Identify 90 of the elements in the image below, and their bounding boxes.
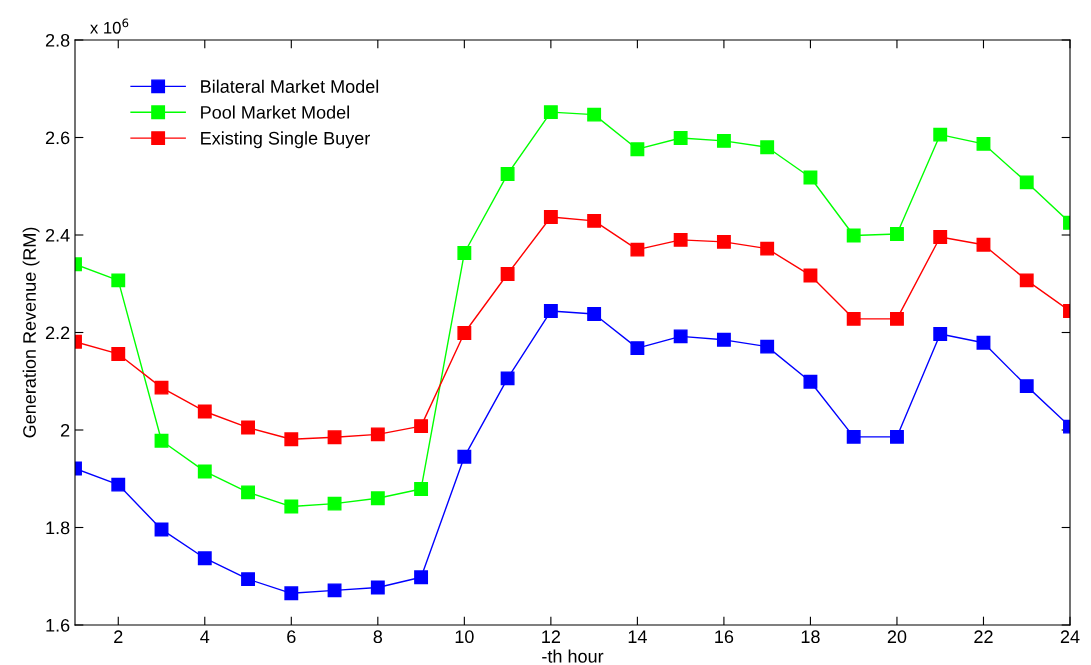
y-tick-label: 2 [61,423,70,437]
point [803,374,818,389]
point [457,246,472,260]
x-tick-label: 6 [287,630,296,644]
point [890,311,904,326]
point [716,133,731,148]
point [500,267,515,281]
point [111,273,126,288]
point [890,429,904,444]
point [1019,175,1034,190]
point [587,307,602,321]
point [890,227,904,241]
point [370,427,385,442]
point [327,583,342,598]
point [587,107,602,122]
point [716,332,731,347]
point [111,347,126,361]
point [976,335,991,350]
point [760,140,775,155]
point [370,580,385,595]
point [457,449,472,464]
point [933,230,948,244]
point [933,327,948,341]
x-tick-label: 24 [1060,630,1080,643]
point [976,136,991,151]
point [111,477,126,492]
point [284,432,299,447]
point [197,404,212,419]
point [197,464,212,479]
point [241,420,255,435]
x-tick-label: 18 [801,630,820,644]
point [630,341,645,356]
y-tick-label: 1.6 [46,618,70,632]
point [197,551,212,566]
point [933,127,948,142]
point [241,572,255,587]
point [716,234,731,249]
point [846,429,861,444]
y-tick-label: 2.6 [45,131,70,145]
x-tick-label: 10 [455,630,474,644]
legend-label: Existing Single Buyer [201,131,370,149]
y-tick-label: 2.2 [45,326,70,340]
point [370,491,385,506]
point [154,380,169,395]
point [846,228,861,243]
point [284,586,299,601]
x-axis-title: -th hour [542,649,604,663]
point [630,242,645,257]
legend-label: Pool Market Model [201,105,349,119]
point [543,210,558,224]
point [414,570,429,585]
point [500,371,515,386]
point [241,485,255,500]
y-tick-label: 2.4 [45,228,70,242]
x-tick-label: 12 [542,630,561,643]
point [543,304,558,318]
point [976,237,991,252]
point [846,311,861,326]
x-tick-label: 22 [974,630,993,643]
point [587,213,602,228]
point [457,326,472,340]
point [630,142,645,157]
point [327,496,342,511]
point [1019,379,1034,394]
point [803,170,818,185]
point [1019,273,1034,288]
point [327,430,342,445]
point [414,419,429,434]
point [673,131,688,145]
point [500,167,515,182]
point [414,482,429,496]
x-tick-label: 14 [628,630,647,643]
y-tick-label: 2.8 [45,33,70,47]
point [673,232,688,247]
x-tick-label: 2 [114,630,123,643]
y-axis-title: Generation Revenue (RM) [22,227,40,438]
x-tick-label: 8 [373,630,383,644]
text: x 10$^{6}$ [90,18,129,34]
point [284,499,299,514]
x-tick-label: 16 [715,630,734,644]
x-tick-label: 20 [887,630,907,644]
point [760,241,775,256]
legend-label: Bilateral Market Model [201,79,379,93]
y-tick-label: 1.8 [46,521,70,535]
point [543,105,558,120]
point [673,329,688,344]
point [154,433,169,448]
point [803,268,818,283]
x-tick-label: 4 [200,630,210,643]
point [760,339,775,354]
